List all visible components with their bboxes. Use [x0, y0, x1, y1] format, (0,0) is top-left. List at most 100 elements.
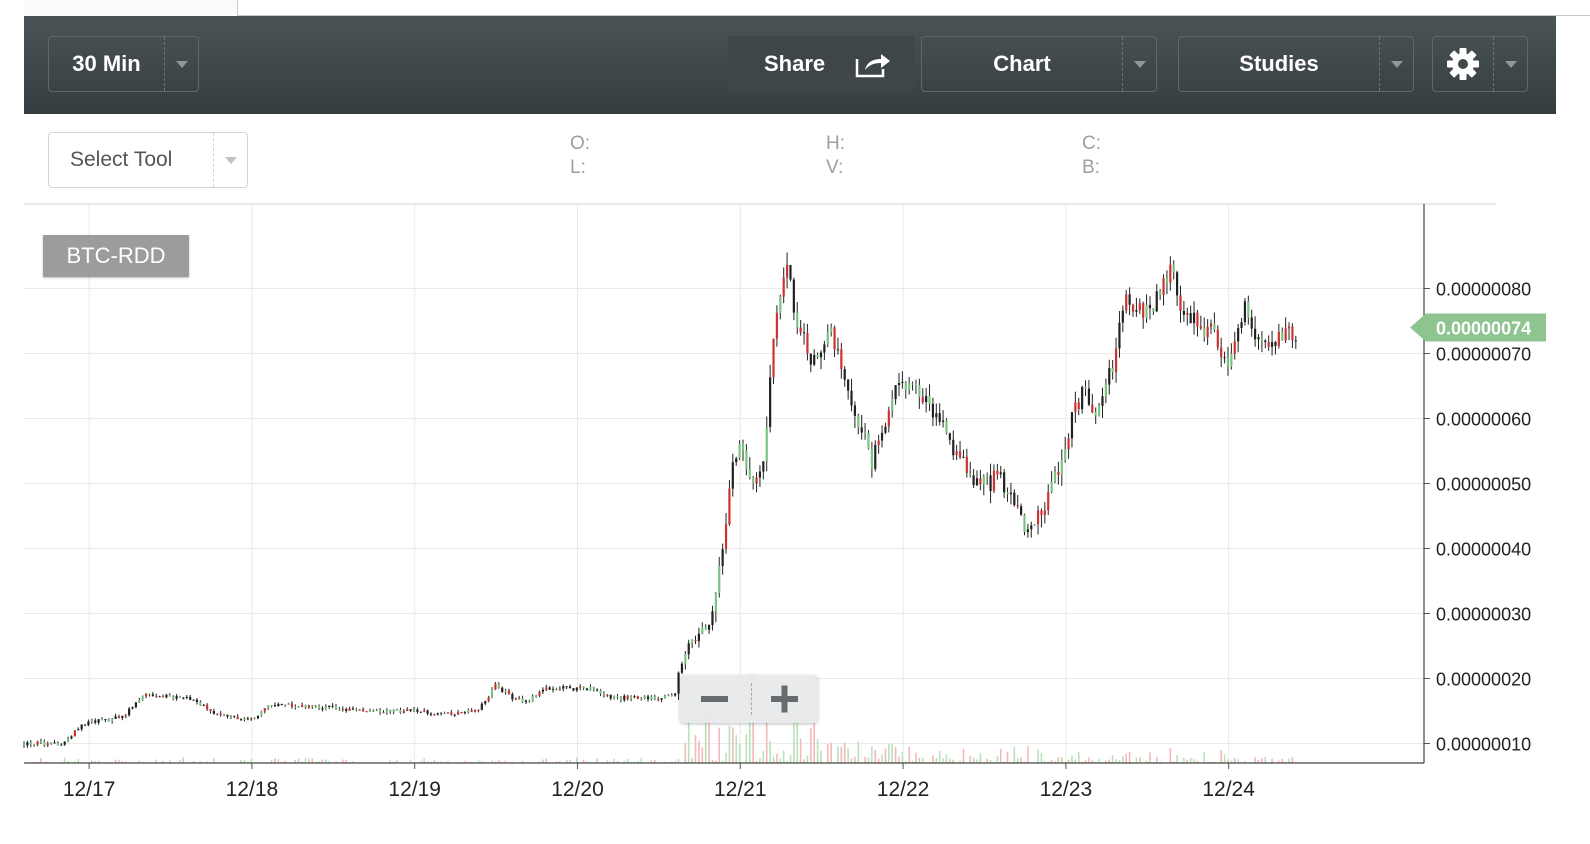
candle-body: [1006, 492, 1009, 495]
volume-bar: [704, 693, 707, 763]
interval-dropdown[interactable]: [164, 37, 198, 91]
chevron-down-icon: [1133, 60, 1146, 68]
candle-body: [535, 695, 538, 697]
candle-body: [416, 709, 419, 712]
select-tool-dropdown[interactable]: Select Tool: [48, 132, 248, 188]
candle-body: [782, 277, 785, 297]
candle-body: [419, 711, 422, 713]
candle-body: [887, 410, 890, 427]
candle-body: [779, 296, 782, 313]
settings-dropdown[interactable]: [1493, 37, 1527, 91]
interval-button[interactable]: 30 Min: [48, 36, 199, 92]
volume-bar: [114, 759, 117, 763]
zoom-in-button[interactable]: [750, 675, 818, 723]
zoom-out-button[interactable]: [680, 675, 748, 723]
volume-bar: [325, 759, 327, 763]
candle-body: [161, 696, 165, 698]
candle-body: [1111, 368, 1114, 373]
volume-bar: [447, 760, 449, 763]
candle-body: [941, 420, 945, 422]
candle-body: [331, 705, 334, 707]
studies-dropdown[interactable]: [1379, 37, 1413, 91]
volume-bar: [1050, 759, 1053, 763]
chart-type-dropdown[interactable]: [1122, 37, 1156, 91]
candle-body: [572, 688, 575, 691]
candle-body: [518, 698, 521, 700]
candle-body: [667, 695, 670, 697]
volume-bar: [637, 761, 639, 763]
volume-bar: [477, 760, 480, 763]
volume-bar: [1291, 757, 1294, 763]
volume-bar: [440, 761, 442, 763]
x-tick-label: 12/21: [714, 778, 767, 801]
candle-body: [1237, 327, 1240, 342]
candle-body: [392, 709, 395, 712]
candle-body: [1206, 326, 1209, 338]
candle-body: [972, 475, 975, 486]
candle-body: [273, 705, 277, 707]
volume-bar: [1196, 761, 1199, 763]
volume-bar: [318, 761, 320, 763]
candle-body: [646, 696, 650, 700]
candle-body: [752, 477, 755, 484]
volume-bar: [1186, 759, 1189, 763]
volume-bar: [423, 758, 425, 763]
volume-bar: [1027, 746, 1029, 763]
candle-body: [826, 332, 829, 345]
candle-body: [816, 354, 819, 358]
settings-button[interactable]: [1432, 36, 1528, 92]
volume-bar: [1084, 760, 1087, 763]
select-tool-arrow[interactable]: [213, 133, 247, 187]
chart-type-button[interactable]: Chart: [921, 36, 1157, 92]
volume-bar: [1088, 757, 1090, 763]
volume-bar: [1213, 761, 1216, 763]
candle-body: [256, 715, 260, 719]
volume-bar: [1098, 759, 1100, 763]
candle-body: [847, 379, 850, 391]
candle-body: [470, 710, 473, 712]
candle-body: [806, 332, 809, 354]
volume-bar: [250, 759, 253, 763]
volume-bar: [830, 742, 832, 763]
volume-bar: [569, 760, 571, 763]
candle-body: [1026, 529, 1029, 533]
volume-bar: [481, 761, 483, 763]
candle-body: [908, 383, 911, 391]
candle-body: [141, 696, 144, 701]
y-tick-label: 0.00000080: [1436, 280, 1531, 300]
candle-body: [1226, 357, 1230, 367]
candle-body: [114, 716, 117, 719]
chart-tab[interactable]: [24, 0, 238, 16]
zoom-separator: [751, 683, 752, 715]
candle-body: [558, 688, 561, 690]
candle-body: [1172, 264, 1175, 273]
candle-body: [362, 709, 365, 712]
volume-bar: [504, 760, 507, 763]
candle-body: [999, 472, 1002, 475]
candle-body: [1060, 460, 1063, 476]
volume-bar: [94, 761, 97, 763]
candle-body: [446, 712, 450, 714]
y-tick-label: 0.00000060: [1436, 410, 1531, 430]
candle-body: [385, 710, 388, 713]
candle-body: [1091, 404, 1094, 413]
volume-bar: [1145, 760, 1148, 763]
candle-body: [704, 626, 707, 630]
candle-body: [663, 696, 667, 699]
candle-body: [955, 451, 958, 456]
candle-body: [46, 743, 49, 746]
candle-body: [670, 695, 673, 697]
candle-body: [226, 714, 229, 717]
volume-bar: [63, 757, 66, 763]
volume-bar: [986, 758, 988, 763]
share-button[interactable]: Share: [728, 36, 914, 92]
volume-bar: [803, 759, 805, 763]
candle-body: [857, 415, 860, 428]
candle-body: [1016, 505, 1019, 507]
candle-body: [185, 696, 188, 699]
close-label: C:: [1082, 133, 1101, 154]
candle-body: [1203, 328, 1206, 338]
candle-body: [521, 698, 524, 703]
studies-button[interactable]: Studies: [1178, 36, 1414, 92]
